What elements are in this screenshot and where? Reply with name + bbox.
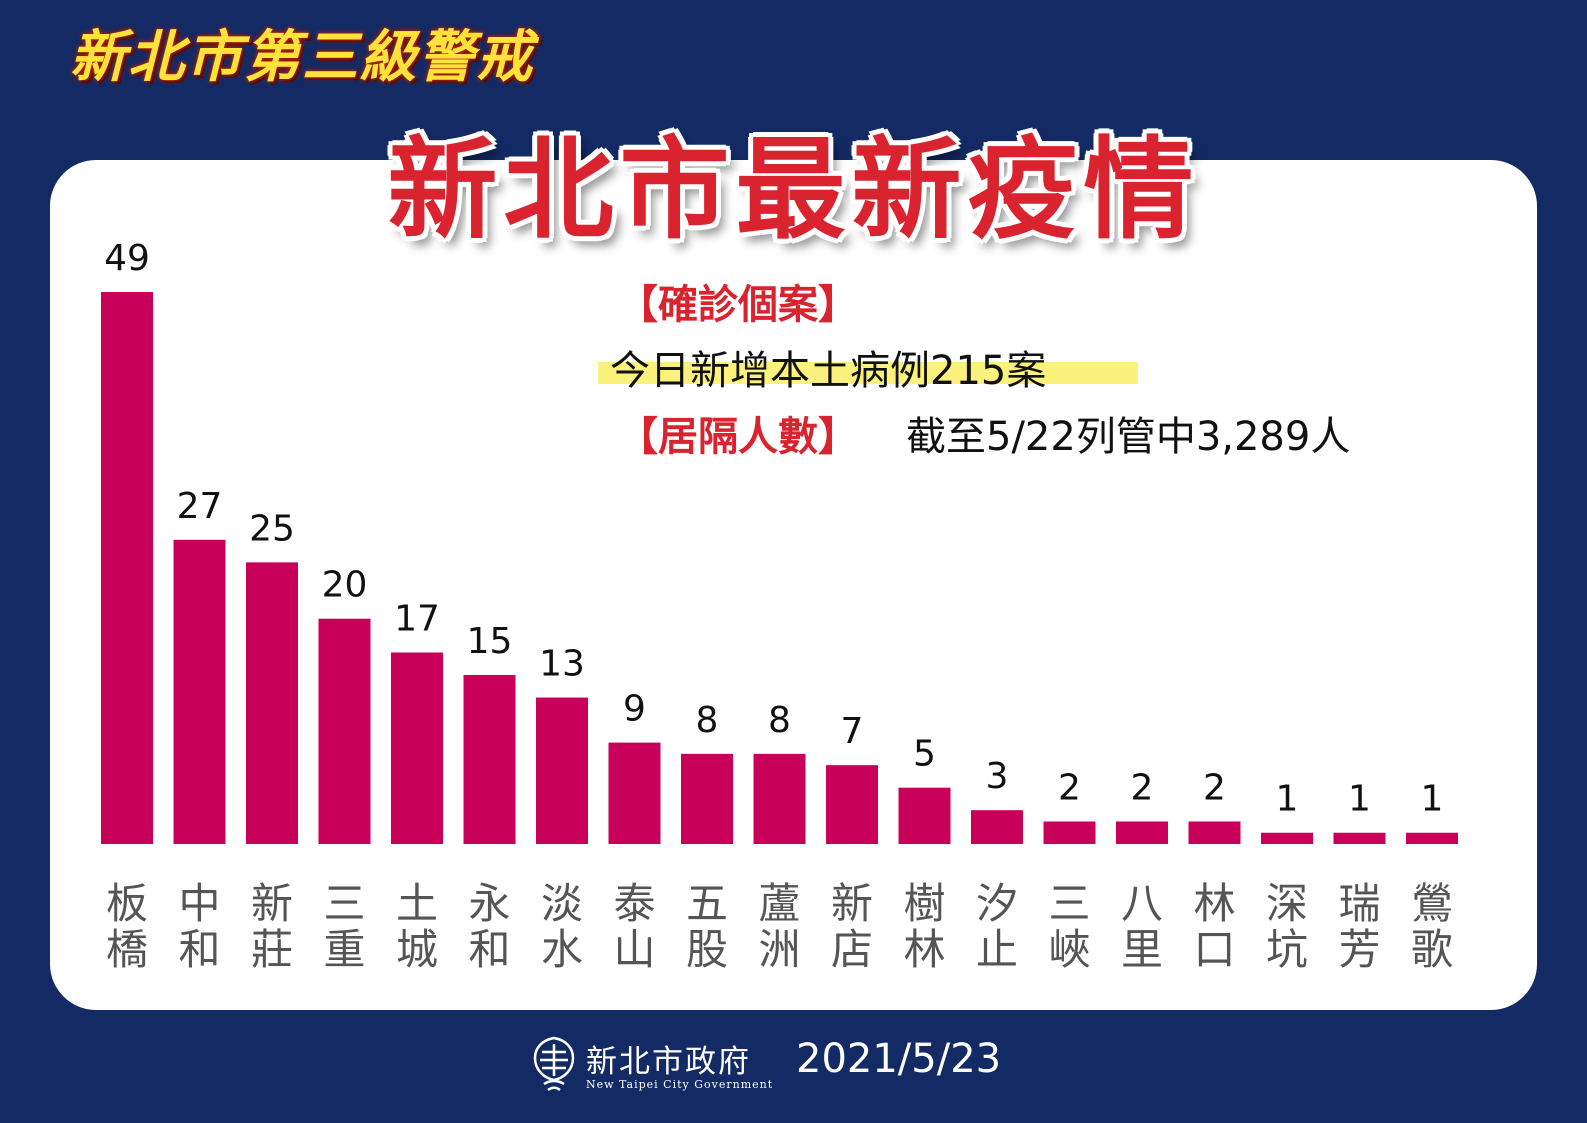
bar-value-label-3: 20 [322,565,368,606]
category-label-11-1: 林 [903,925,945,974]
category-label-16-0: 深 [1266,879,1308,928]
bar-10 [826,765,878,844]
category-label-3-0: 三 [323,879,365,928]
bar-value-label-14: 2 [1131,767,1154,808]
category-label-5-1: 和 [468,925,510,974]
category-label-5-0: 永 [468,879,510,928]
footer-org-name: 新北市政府 [586,1044,751,1080]
category-label-17-0: 瑞 [1338,879,1380,928]
category-label-2-1: 莊 [251,925,293,974]
category-label-11-0: 樹 [903,879,945,928]
bar-15 [1188,821,1241,844]
bar-value-label-13: 2 [1058,767,1081,808]
bar-value-label-2: 25 [249,508,295,549]
category-label-1-1: 和 [178,925,220,974]
bar-8 [681,753,733,844]
category-label-9-0: 蘆 [758,879,800,928]
category-label-12-1: 止 [976,925,1018,974]
category-label-6-1: 水 [541,925,583,974]
bar-value-label-7: 9 [623,689,646,730]
bar-value-label-11: 5 [913,734,936,775]
bar-value-label-18: 1 [1421,779,1444,820]
bar-value-label-5: 15 [467,621,513,662]
bar-1 [173,539,226,844]
bar-value-label-12: 3 [986,756,1009,797]
category-label-8-1: 股 [686,925,728,974]
category-label-8-0: 五 [686,879,728,928]
bar-5 [463,675,516,844]
footer-date: 2021/5/23 [796,1036,1002,1082]
category-label-4-0: 土 [396,879,438,928]
category-label-14-0: 八 [1121,879,1163,928]
quarantine-text: 截至5/22列管中3,289人 [906,414,1351,460]
bar-value-label-15: 2 [1203,767,1226,808]
bar-0 [101,292,153,844]
bar-value-label-10: 7 [841,711,864,752]
bar-16 [1261,832,1313,844]
category-label-3-1: 重 [323,925,365,974]
bar-6 [536,697,588,844]
category-label-9-1: 洲 [758,925,800,974]
category-label-17-1: 芳 [1338,925,1380,974]
new-taipei-logo-icon [533,1036,575,1092]
category-label-13-0: 三 [1048,879,1090,928]
bar-value-label-6: 13 [539,644,585,685]
category-label-16-1: 坑 [1266,925,1308,974]
confirmed-cases-text: 今日新增本土病例215案 [610,348,1047,394]
confirmed-cases-heading: 【確診個案】 [618,282,858,328]
bar-value-label-8: 8 [696,700,719,741]
bar-9 [753,753,806,844]
bar-value-label-9: 8 [768,700,791,741]
footer-org-name-en: New Taipei City Government [586,1078,774,1091]
bar-18 [1406,832,1458,844]
bar-value-label-0: 49 [104,238,150,279]
category-label-15-0: 林 [1193,879,1235,928]
bar-14 [1116,821,1168,844]
category-label-0-0: 板 [106,879,148,928]
bar-3 [318,618,371,844]
bar-value-label-17: 1 [1348,779,1371,820]
bar-4 [391,652,443,844]
category-label-2-0: 新 [251,879,293,928]
quarantine-heading: 【居隔人數】 [618,414,858,460]
bar-11 [898,787,951,844]
bar-2 [246,562,298,844]
category-label-18-0: 鶯 [1411,879,1453,928]
alert-level-title: 新北市第三級警戒 [70,25,534,90]
category-label-15-1: 口 [1193,925,1235,974]
category-label-10-1: 店 [831,925,873,974]
bar-17 [1333,832,1386,844]
category-label-13-1: 峽 [1048,925,1090,974]
category-label-6-0: 淡 [541,879,583,928]
category-label-7-1: 山 [613,925,655,974]
category-label-0-1: 橋 [106,925,148,974]
category-label-4-1: 城 [396,925,438,974]
bar-7 [608,742,661,844]
bar-value-label-16: 1 [1276,779,1299,820]
bar-value-label-1: 27 [177,486,223,527]
category-label-12-0: 汐 [976,879,1018,928]
main-title: 新北市最新疫情 [387,126,1200,254]
category-label-7-0: 泰 [613,879,655,928]
category-label-10-0: 新 [831,879,873,928]
bar-12 [971,810,1023,844]
category-label-14-1: 里 [1121,925,1163,974]
bar-13 [1043,821,1096,844]
bar-value-label-4: 17 [394,598,440,639]
category-label-18-1: 歌 [1411,925,1453,974]
text-highlight [598,362,1138,384]
category-label-1-0: 中 [178,879,220,928]
